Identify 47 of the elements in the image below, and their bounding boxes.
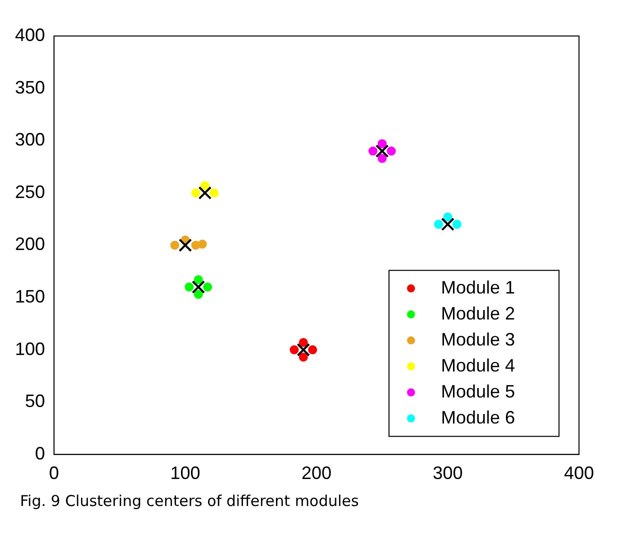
point bbox=[452, 220, 462, 229]
legend-label: Module 6 bbox=[441, 407, 516, 428]
y-tick-label: 250 bbox=[14, 182, 46, 202]
point bbox=[443, 212, 452, 222]
point bbox=[368, 146, 378, 156]
point bbox=[308, 345, 318, 354]
legend-label: Module 2 bbox=[441, 303, 516, 324]
y-tick-label: 150 bbox=[14, 286, 46, 306]
point bbox=[298, 338, 308, 347]
point bbox=[296, 343, 310, 356]
y-tick-label: 400 bbox=[14, 24, 46, 45]
y-tick-label: 100 bbox=[14, 338, 46, 359]
legend-label: Module 4 bbox=[441, 355, 516, 376]
point bbox=[298, 352, 308, 362]
point bbox=[200, 181, 210, 190]
y-tick-label: 0 bbox=[35, 443, 46, 464]
point bbox=[191, 188, 200, 198]
y-tick-label: 300 bbox=[14, 130, 46, 150]
x-tick-label: 100 bbox=[170, 463, 200, 484]
legend-label: Module 3 bbox=[441, 329, 516, 350]
x-tick-label: 400 bbox=[564, 463, 594, 484]
y-tick-label: 200 bbox=[14, 234, 46, 254]
x-tick-label: 0 bbox=[49, 463, 60, 484]
point bbox=[170, 240, 180, 250]
x-tick-label: 300 bbox=[432, 463, 463, 484]
point bbox=[210, 188, 219, 198]
point bbox=[375, 144, 389, 158]
caption: Fig. 9 Clustering centers of different modules bbox=[19, 491, 360, 512]
point bbox=[441, 218, 454, 231]
point bbox=[434, 220, 444, 229]
x-tick-label: 200 bbox=[301, 463, 332, 484]
y-tick-label: 350 bbox=[14, 77, 46, 98]
point bbox=[184, 282, 194, 292]
point bbox=[378, 139, 387, 148]
y-tick-label: 50 bbox=[25, 391, 46, 412]
point bbox=[178, 238, 192, 252]
point bbox=[290, 345, 299, 354]
point bbox=[378, 154, 387, 163]
point bbox=[198, 240, 207, 249]
point bbox=[386, 146, 396, 156]
point bbox=[194, 275, 203, 284]
point bbox=[192, 280, 206, 294]
legend-label: Module 1 bbox=[441, 277, 516, 298]
point bbox=[198, 186, 212, 200]
point bbox=[194, 290, 203, 299]
legend-label: Module 5 bbox=[441, 381, 516, 402]
point bbox=[203, 282, 212, 292]
